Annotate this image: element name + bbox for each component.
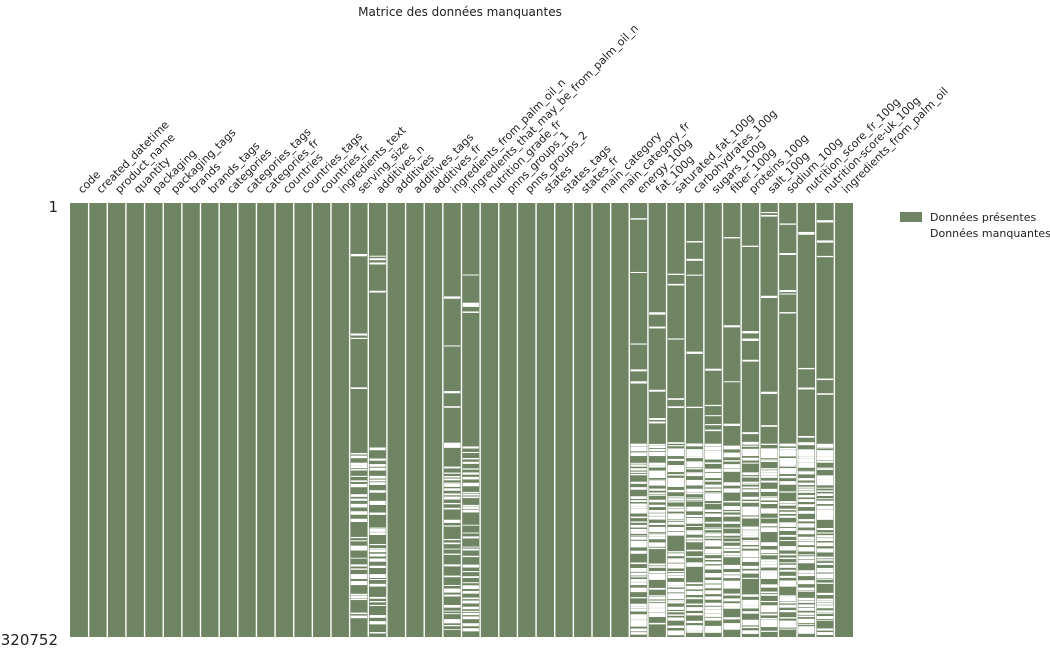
matrix-column-states_fr xyxy=(573,203,592,637)
matrix-column-countries xyxy=(275,203,294,637)
matrix-column-sugars_100g xyxy=(703,203,723,637)
matrix-column-countries_fr xyxy=(312,203,331,637)
missing-gaps-nutrition-score-uk_100g xyxy=(816,220,834,636)
matrix-column-quantity xyxy=(125,203,145,637)
matrix-column-carbohydrates_100g xyxy=(685,203,704,637)
matrix-column-additives_tags xyxy=(405,203,425,637)
matrix-column-categories_fr xyxy=(256,203,276,637)
y-tick-top: 1 xyxy=(48,198,58,216)
legend-swatch-missing xyxy=(900,228,922,238)
matrix-column-product_name xyxy=(107,203,126,637)
legend-swatch-present xyxy=(900,212,922,222)
matrix-column-code xyxy=(70,203,89,637)
matrix-column-sodium_100g xyxy=(778,203,798,637)
missing-gaps-saturated_fat_100g xyxy=(667,273,685,636)
missing-gaps-energy_100g xyxy=(630,218,647,635)
missing-gaps-proteins_100g xyxy=(742,245,759,634)
matrix-column-packaging_tags xyxy=(163,203,182,637)
matrix-column-additives_n xyxy=(368,203,387,637)
matrix-column-additives xyxy=(386,203,406,637)
missing-gaps-fiber_100g xyxy=(723,237,740,630)
matrix-column-categories xyxy=(219,203,238,637)
matrix-column-nutrition_score_fr_100g xyxy=(797,203,816,637)
matrix-column-pnns_groups_1 xyxy=(498,203,518,637)
matrix-column-states_tags xyxy=(554,203,574,637)
legend: Données présentes Données manquantes xyxy=(900,211,1050,240)
matrix-column-main_category_fr xyxy=(610,203,630,637)
matrix-column-main_category xyxy=(592,203,611,637)
missing-gaps-additives_n xyxy=(369,255,386,634)
missing-gaps-ingredients_that_may_be_from_palm_oil_n xyxy=(462,274,479,632)
matrix-column-brands xyxy=(181,203,201,637)
matrix-column-pnns_groups_2 xyxy=(517,203,537,637)
legend-label-present: Données présentes xyxy=(930,211,1036,224)
matrix-column-energy_100g xyxy=(629,203,648,637)
matrix-area xyxy=(70,203,853,637)
matrix-column-countries_tags xyxy=(293,203,313,637)
missing-gaps-salt_100g xyxy=(760,212,778,632)
matrix-column-categories_tags xyxy=(237,203,257,637)
matrix-column-nutrition_grade_fr xyxy=(480,203,499,637)
legend-label-missing: Données manquantes xyxy=(930,227,1050,240)
matrix-column-brands_tags xyxy=(200,203,220,637)
missing-gaps-carbohydrates_100g xyxy=(686,241,703,633)
matrix-column-created_datetime xyxy=(88,203,108,637)
missing-gaps-serving_size xyxy=(350,254,368,619)
missing-gaps-nutrition_score_fr_100g xyxy=(798,231,815,634)
matrix-column-serving_size xyxy=(349,203,369,637)
matrix-column-ingredients_text xyxy=(331,203,350,637)
y-tick-bottom: 320752 xyxy=(1,631,58,649)
missing-gaps-sodium_100g xyxy=(779,223,796,630)
missing-gaps-ingredients_from_palm_oil_n xyxy=(444,296,461,630)
matrix-column-fiber_100g xyxy=(722,203,742,637)
matrix-column-states xyxy=(536,203,555,637)
column-labels: codecreated_datetimeproduct_namequantity… xyxy=(75,22,951,196)
matrix-column-ingredients_from_palm_oil_n xyxy=(442,203,462,637)
matrix-column-packaging xyxy=(144,203,164,637)
missing-gaps-sugars_100g xyxy=(705,368,722,633)
matrix-column-additives_fr xyxy=(424,203,443,637)
chart-title: Matrice des données manquantes xyxy=(358,5,562,19)
missing-gaps-fat_100g xyxy=(649,312,666,625)
matrix-column-ingredients_from_palm_oil xyxy=(834,203,853,637)
